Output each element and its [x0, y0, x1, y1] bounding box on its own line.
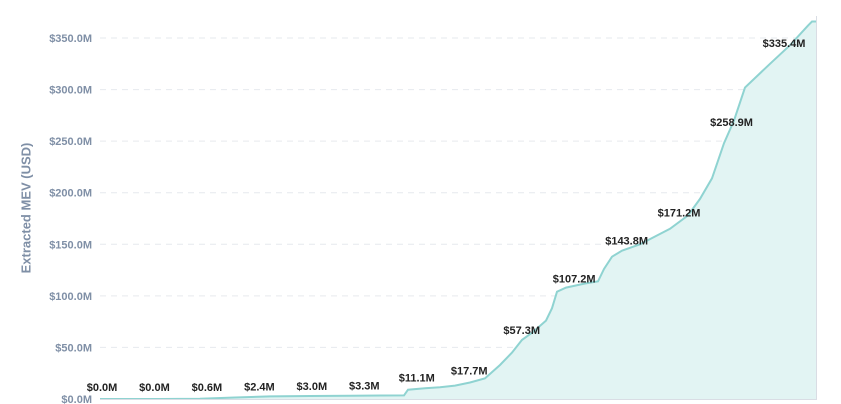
- y-tick-label: $0.0M: [61, 394, 92, 404]
- plot-border-bottom: [100, 399, 816, 400]
- area-fill: [100, 21, 816, 399]
- data-label: $2.4M: [244, 382, 275, 394]
- data-label: $3.0M: [297, 381, 328, 393]
- y-tick-label: $150.0M: [49, 239, 92, 251]
- data-label: $258.9M: [710, 117, 753, 129]
- y-tick-label: $300.0M: [49, 85, 92, 97]
- data-label: $11.1M: [399, 373, 435, 385]
- data-label: $335.4M: [763, 38, 806, 50]
- series-line: [100, 20, 816, 400]
- data-label: $17.7M: [451, 366, 488, 378]
- data-label: $0.0M: [87, 382, 118, 394]
- data-label: $0.0M: [139, 382, 170, 394]
- data-label: $107.2M: [553, 273, 596, 285]
- y-tick-label: $100.0M: [49, 291, 92, 303]
- y-tick-label: $50.0M: [55, 342, 92, 354]
- data-label: $171.2M: [658, 207, 701, 219]
- y-tick-label: $250.0M: [49, 136, 92, 148]
- data-label: $0.6M: [192, 382, 223, 394]
- data-label: $57.3M: [503, 325, 540, 337]
- y-tick-label: $350.0M: [49, 33, 92, 45]
- data-label: $143.8M: [605, 236, 648, 248]
- y-tick-label: $200.0M: [49, 188, 92, 200]
- data-label: $3.3M: [349, 381, 380, 393]
- plot-border-right: [816, 16, 817, 400]
